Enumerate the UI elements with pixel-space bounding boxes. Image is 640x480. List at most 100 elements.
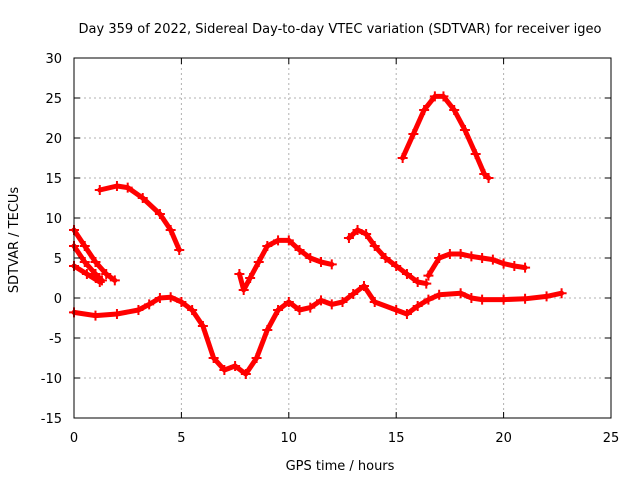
data-point-arc-g	[498, 258, 509, 269]
data-point-baseline	[305, 302, 316, 313]
data-point-baseline	[348, 289, 359, 299]
series-line-arc-h	[400, 93, 492, 181]
data-point-arc-d	[94, 185, 105, 195]
data-point-baseline	[466, 293, 477, 303]
y-axis-label: SDTVAR / TECUs	[7, 187, 22, 294]
series-line-arc-b	[71, 243, 105, 283]
series-line-arc-f	[346, 227, 429, 287]
data-point-baseline	[197, 321, 208, 331]
series-line-baseline	[71, 283, 565, 377]
data-point-baseline	[358, 281, 369, 291]
data-point-arc-a	[79, 241, 90, 251]
data-point-baseline	[154, 293, 165, 303]
data-point-arc-e	[316, 257, 327, 267]
data-series-group	[69, 91, 567, 379]
data-point-arc-g	[509, 261, 520, 271]
data-point-baseline	[556, 288, 567, 299]
data-point-arc-g	[487, 254, 498, 265]
y-tick-label: -10	[41, 372, 62, 387]
data-point-baseline	[208, 353, 219, 363]
data-point-arc-f	[361, 229, 372, 239]
data-point-arc-e	[326, 259, 337, 270]
data-point-arc-f	[352, 225, 363, 235]
data-point-baseline	[90, 310, 101, 321]
x-axis-label: GPS time / hours	[286, 459, 395, 474]
data-point-arc-g	[520, 262, 531, 273]
data-point-arc-d	[122, 182, 133, 193]
data-point-baseline	[262, 325, 273, 335]
y-tick-label: 25	[45, 92, 62, 107]
y-tick-label: 0	[54, 292, 62, 307]
x-tick-label: 25	[603, 431, 620, 446]
data-point-arc-f	[380, 253, 391, 263]
data-point-arc-c	[94, 277, 105, 287]
x-tick-label: 5	[177, 431, 185, 446]
data-point-arc-a	[109, 275, 120, 286]
data-point-baseline	[230, 361, 241, 371]
data-point-baseline	[144, 299, 155, 310]
data-point-baseline	[498, 294, 509, 305]
y-tick-label: 5	[54, 252, 62, 267]
chart-title: Day 359 of 2022, Sidereal Day-to-day VTE…	[79, 22, 602, 37]
data-point-arc-c	[81, 269, 92, 279]
data-point-baseline	[541, 291, 552, 302]
data-point-arc-h	[438, 91, 449, 102]
data-point-arc-e	[294, 245, 305, 255]
axis-ticks	[73, 57, 612, 419]
data-point-arc-h	[470, 149, 481, 159]
y-tick-label: -15	[41, 412, 62, 427]
y-axis-tick-labels: -15 -10 -5 0 5 10 15 20 25 30	[41, 52, 62, 427]
data-point-arc-e	[305, 253, 316, 263]
data-point-arc-d	[137, 193, 148, 203]
data-point-arc-e	[273, 235, 284, 246]
data-point-arc-g	[434, 253, 445, 263]
data-point-arc-f	[369, 241, 380, 251]
data-point-arc-h	[483, 173, 494, 183]
data-point-baseline	[111, 309, 122, 319]
x-tick-label: 20	[495, 431, 512, 446]
data-point-arc-f	[401, 269, 412, 279]
x-tick-label: 15	[388, 431, 405, 446]
data-point-baseline	[391, 305, 402, 315]
series-line-arc-g	[425, 251, 528, 279]
y-tick-label: 20	[45, 132, 62, 147]
data-point-baseline	[520, 293, 531, 304]
data-point-arc-h	[408, 129, 419, 139]
data-point-baseline	[240, 369, 251, 379]
data-point-arc-g	[477, 253, 488, 263]
data-point-arc-f	[421, 278, 432, 289]
y-tick-label: -5	[49, 332, 62, 347]
data-point-baseline	[219, 365, 230, 375]
data-point-baseline	[294, 305, 305, 315]
y-tick-label: 15	[45, 172, 62, 187]
data-point-baseline	[316, 295, 327, 306]
data-point-baseline	[283, 297, 294, 307]
data-point-arc-d	[154, 209, 165, 219]
x-tick-label: 10	[281, 431, 298, 446]
data-point-baseline	[176, 297, 187, 307]
data-point-baseline	[412, 301, 423, 311]
data-point-baseline	[401, 309, 412, 319]
x-tick-label: 0	[70, 431, 78, 446]
data-point-baseline	[273, 305, 284, 315]
data-point-baseline	[337, 297, 348, 307]
data-point-baseline	[477, 294, 488, 305]
plot-frame	[73, 57, 612, 419]
data-point-baseline	[423, 294, 434, 305]
y-tick-label: 10	[45, 212, 62, 227]
data-point-arc-h	[459, 125, 470, 135]
data-point-baseline	[165, 292, 176, 303]
data-point-baseline	[434, 289, 445, 300]
data-point-baseline	[251, 353, 262, 363]
data-point-arc-e	[245, 273, 256, 283]
data-point-baseline	[187, 305, 198, 315]
data-point-arc-h	[397, 153, 408, 163]
data-point-arc-g	[444, 249, 455, 259]
data-point-arc-f	[343, 233, 354, 243]
data-point-arc-e	[283, 235, 294, 246]
data-point-arc-f	[412, 277, 423, 287]
data-point-arc-g	[466, 251, 477, 262]
data-point-arc-g	[455, 249, 466, 259]
data-point-baseline	[326, 299, 337, 310]
